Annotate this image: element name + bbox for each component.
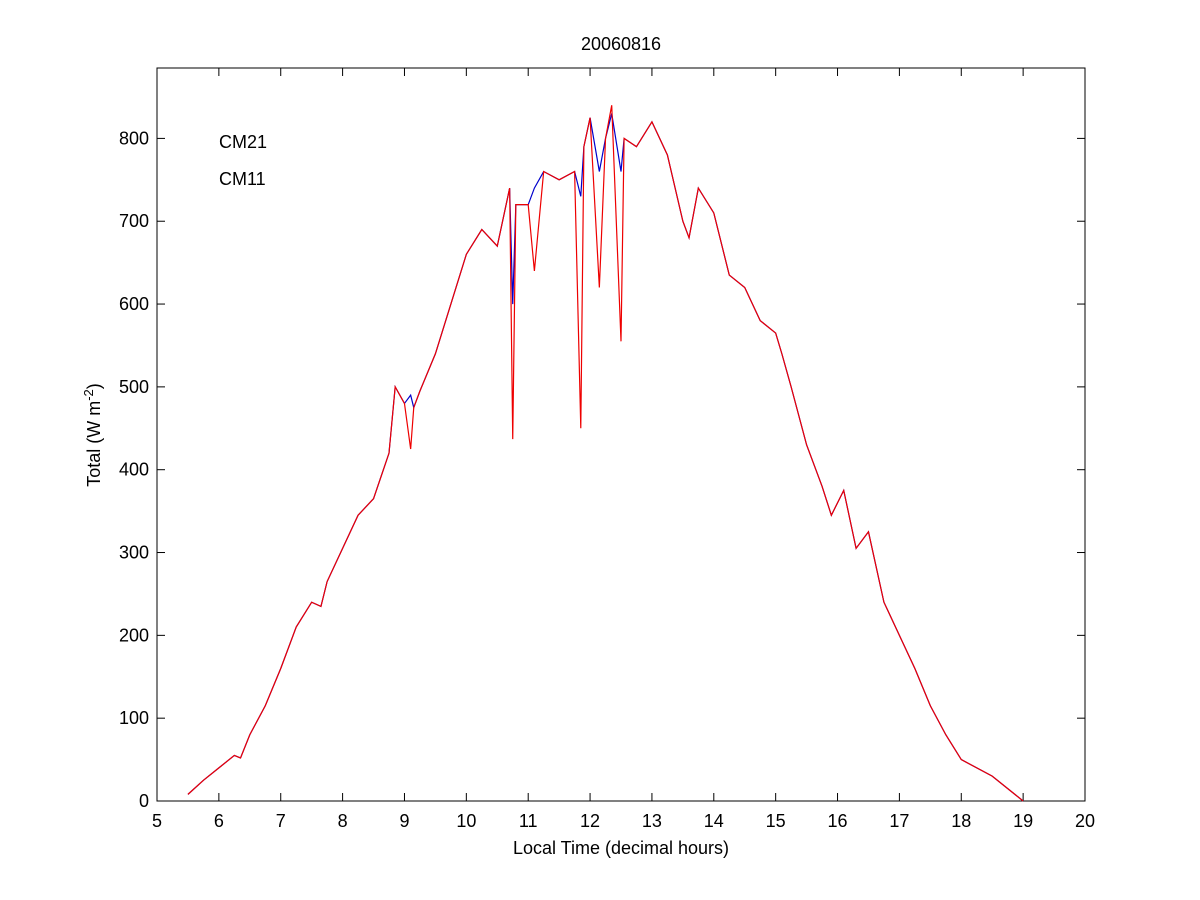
y-tick-label: 0 bbox=[139, 791, 149, 811]
x-tick-label: 19 bbox=[1013, 811, 1033, 831]
plot-frame bbox=[156, 67, 1086, 802]
x-axis-label: Local Time (decimal hours) bbox=[513, 838, 729, 858]
x-tick-label: 5 bbox=[152, 811, 162, 831]
legend-label: CM21 bbox=[219, 132, 267, 152]
data-line bbox=[187, 105, 1024, 802]
y-tick-label: 800 bbox=[119, 128, 149, 148]
y-axis-label-superscript: -2 bbox=[81, 389, 96, 401]
x-tick-label: 13 bbox=[642, 811, 662, 831]
x-tick-label: 16 bbox=[828, 811, 848, 831]
y-axis-label-suffix: ) bbox=[84, 383, 104, 389]
y-tick-label: 200 bbox=[119, 625, 149, 645]
y-axis-label: Total (W m-2) bbox=[81, 383, 104, 487]
y-tick-label: 300 bbox=[119, 543, 149, 563]
x-tick-label: 20 bbox=[1075, 811, 1095, 831]
x-tick-label: 10 bbox=[456, 811, 476, 831]
x-tick-label: 12 bbox=[580, 811, 600, 831]
x-tick-label: 6 bbox=[214, 811, 224, 831]
y-axis-label-text: Total (W m bbox=[84, 401, 104, 487]
y-tick-label: 100 bbox=[119, 708, 149, 728]
x-tick-label: 18 bbox=[951, 811, 971, 831]
x-tick-label: 17 bbox=[889, 811, 909, 831]
x-tick-label: 14 bbox=[704, 811, 724, 831]
y-tick-label: 400 bbox=[119, 460, 149, 480]
legend-label: CM11 bbox=[219, 169, 266, 189]
x-tick-label: 11 bbox=[519, 811, 538, 831]
x-tick-label: 15 bbox=[766, 811, 786, 831]
y-tick-label: 600 bbox=[119, 294, 149, 314]
x-tick-label: 8 bbox=[338, 811, 348, 831]
x-tick-label: 7 bbox=[276, 811, 286, 831]
y-tick-label: 700 bbox=[119, 211, 149, 231]
x-tick-label: 9 bbox=[399, 811, 409, 831]
y-tick-label: 500 bbox=[119, 377, 149, 397]
chart-title: 20060816 bbox=[581, 34, 661, 54]
